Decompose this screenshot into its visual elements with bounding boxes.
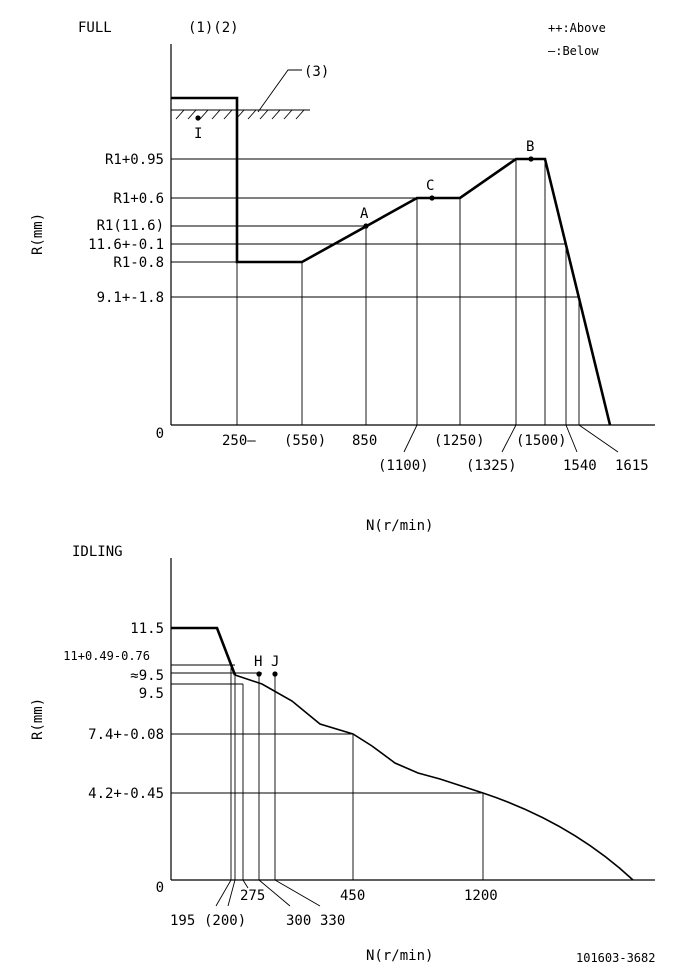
full-ylabel-5: R1-0.8 bbox=[113, 255, 164, 271]
full-x-850: 850 bbox=[352, 433, 377, 449]
full-x-1325: (1325) bbox=[466, 458, 517, 474]
idling-ylabel-4: 9.5 bbox=[139, 686, 164, 702]
note-3: (3) bbox=[304, 64, 329, 80]
point-b-dot bbox=[528, 156, 534, 162]
full-x-1100: (1100) bbox=[378, 458, 429, 474]
point-b-label: B bbox=[526, 139, 534, 155]
document-number: 101603-3682 bbox=[576, 951, 655, 965]
point-a-dot bbox=[363, 223, 369, 229]
full-curve bbox=[171, 96, 612, 426]
point-i-label: I bbox=[194, 126, 202, 142]
full-ylabel-1: R1+0.95 bbox=[105, 152, 164, 168]
full-x-250: 250— bbox=[222, 433, 256, 449]
point-i-dot bbox=[195, 115, 201, 121]
legend-below: —:Below bbox=[548, 44, 599, 58]
idling-ylabel-2: 11+0.49-0.76 bbox=[63, 649, 150, 663]
idling-x-275: 275 bbox=[240, 888, 265, 904]
full-x-1540: 1540 bbox=[563, 458, 597, 474]
full-ylabel-6: 9.1+-1.8 bbox=[97, 290, 164, 306]
note-1-2: (1)(2) bbox=[188, 20, 239, 36]
full-x-1500: (1500) bbox=[516, 433, 567, 449]
idling-x-195: 195 bbox=[170, 913, 195, 929]
idling-zero: 0 bbox=[156, 880, 164, 896]
full-x-1615: 1615 bbox=[615, 458, 649, 474]
idling-x-330: 330 bbox=[320, 913, 345, 929]
full-ylabel-4: 11.6+-0.1 bbox=[88, 237, 164, 253]
idling-x-450: 450 bbox=[340, 888, 365, 904]
full-ylabel: R(mm) bbox=[30, 213, 46, 255]
idling-chart: IDLING H J 11.5 11+0.49-0.76 ≈9.5 9.5 7.… bbox=[30, 544, 655, 964]
full-x-550: (550) bbox=[284, 433, 326, 449]
idling-x-300: 300 bbox=[286, 913, 311, 929]
idling-x-200: (200) bbox=[204, 913, 246, 929]
full-ylabel-3: R1(11.6) bbox=[97, 218, 164, 234]
full-ylabel-2: R1+0.6 bbox=[113, 191, 164, 207]
point-h-dot bbox=[256, 671, 262, 677]
point-j-dot bbox=[272, 671, 278, 677]
point-a-label: A bbox=[360, 206, 369, 222]
idling-title: IDLING bbox=[72, 544, 123, 560]
point-h-label: H bbox=[254, 654, 262, 670]
idling-x-1200: 1200 bbox=[464, 888, 498, 904]
full-x-1250: (1250) bbox=[434, 433, 485, 449]
idling-ylabel-6: 4.2+-0.45 bbox=[88, 786, 164, 802]
idling-curve-main bbox=[234, 674, 634, 881]
full-chart: FULL (1)(2) ++:Above —:Below (3) bbox=[30, 20, 655, 534]
point-c-dot bbox=[429, 195, 435, 201]
full-xlabel: N(r/min) bbox=[366, 518, 433, 534]
idling-curve-top bbox=[171, 626, 237, 676]
idling-ylabel-5: 7.4+-0.08 bbox=[88, 727, 164, 743]
idling-ylabel-3: ≈9.5 bbox=[130, 668, 164, 684]
legend-above: ++:Above bbox=[548, 21, 606, 35]
idling-ylabel: R(mm) bbox=[30, 698, 46, 740]
full-zero: 0 bbox=[156, 426, 164, 442]
point-j-label: J bbox=[271, 654, 279, 670]
stopper-hatch bbox=[171, 69, 310, 120]
idling-xlabel: N(r/min) bbox=[366, 948, 433, 964]
point-c-label: C bbox=[426, 178, 434, 194]
idling-ylabel-1: 11.5 bbox=[130, 621, 164, 637]
full-title: FULL bbox=[78, 20, 112, 36]
